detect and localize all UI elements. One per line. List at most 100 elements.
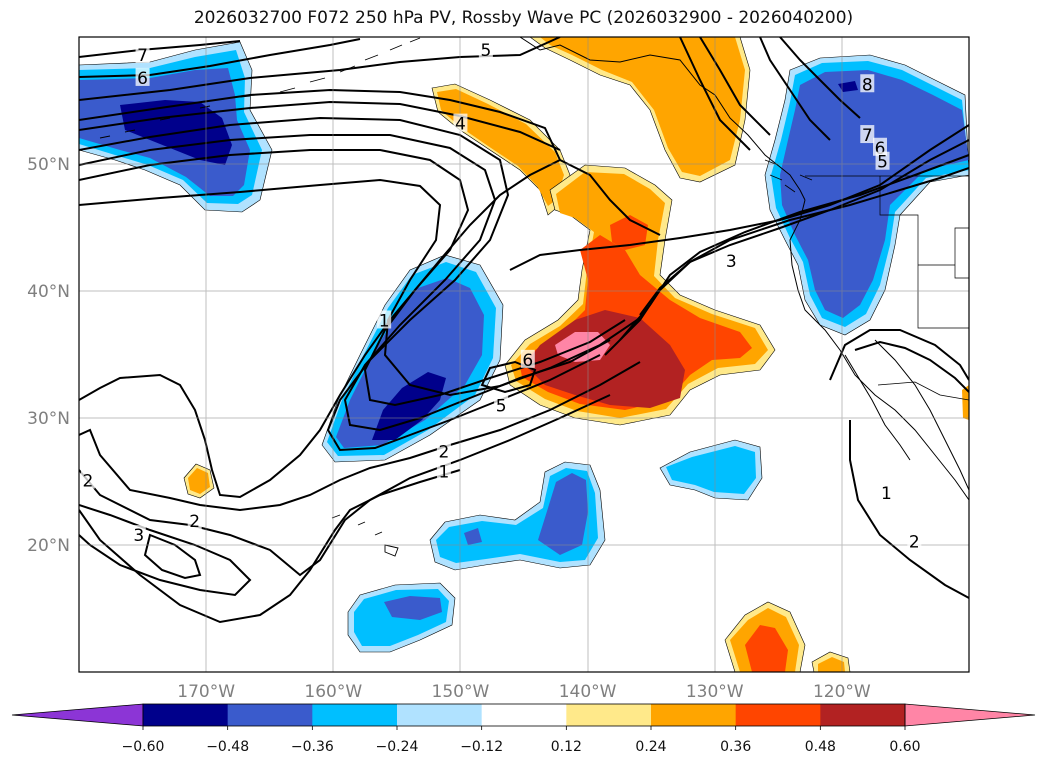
pv-contour-ne-1: [679, 37, 751, 151]
colorbar-tick-label: −0.60: [122, 739, 165, 755]
colorbar-frame: [142, 703, 906, 727]
baja-california: [844, 354, 911, 461]
pv-contour-3: [509, 124, 969, 271]
contour-label-halo: [436, 441, 451, 460]
colorbar-segment: [566, 704, 652, 726]
contour-label-halo: [131, 525, 146, 544]
contour-label: 1: [379, 311, 390, 331]
pv-contour-3-loop: [143, 533, 202, 580]
colorbar-segment: [312, 704, 398, 726]
colorbar-tick-label: −0.48: [206, 739, 249, 755]
contour-label: 7: [862, 126, 873, 146]
pv-contour-2-south: [79, 394, 611, 577]
contour-label-halo: [377, 310, 392, 329]
canada-islands: [764, 159, 813, 193]
colorbar-segment: [143, 704, 229, 726]
contour-label: 6: [875, 139, 886, 159]
contour-label-halo: [873, 137, 887, 156]
contour-label-halo: [80, 470, 95, 489]
hawaii-islands: [331, 514, 399, 557]
contour-label: 2: [438, 442, 449, 462]
lat-label: 50°N: [27, 155, 70, 175]
contour-label: 1: [438, 463, 449, 483]
pv-contour-west-trough-1: [79, 116, 601, 452]
contour-label: 5: [480, 41, 491, 61]
contour-label: 7: [137, 46, 148, 66]
pv-contour-ridge-3: [639, 139, 969, 316]
pv-contour-1-long: [79, 158, 661, 499]
lon-label: 160°W: [304, 682, 362, 702]
pv-contour-7-east: [759, 37, 831, 141]
lon-label: 130°W: [686, 682, 744, 702]
contour-label-halo: [860, 125, 875, 144]
contour-label: 2: [189, 512, 200, 532]
pv-contour-west-trough-4: [79, 178, 641, 397]
contour-label-halo: [907, 531, 922, 550]
us-state-lines: [879, 176, 969, 329]
alaska-coast: [519, 37, 806, 201]
map-title: 2026032700 F072 250 hPa PV, Rossby Wave …: [193, 8, 854, 28]
colorbar-tick-label: −0.36: [291, 739, 334, 755]
pv-contour-east-1-south: [849, 420, 969, 599]
contour-label-halo: [187, 511, 202, 530]
pv-contour-7: [79, 40, 241, 58]
lon-label: 120°W: [813, 682, 871, 702]
pv-contour-5-lower: [79, 88, 561, 161]
negative-anomaly-shading: [79, 41, 969, 653]
contour-label: 6: [137, 69, 148, 89]
plot-frame: [78, 36, 970, 673]
contour-label-halo: [875, 151, 890, 170]
colorbar-segment: [227, 704, 313, 726]
contour-label: 5: [496, 397, 507, 417]
lon-label: 170°W: [177, 682, 235, 702]
colorbar-extend-min: [11, 703, 144, 727]
north-america-coast: [789, 199, 969, 501]
lat-label: 40°N: [27, 282, 70, 302]
colorbar: −0.60 −0.48 −0.36 −0.24 −0.12 0.12 0.24 0.36 0.4…: [11, 703, 1036, 755]
contour-label: 5: [877, 153, 888, 173]
colorbar-extend-max: [904, 703, 1036, 727]
pv-contour-ne-2: [699, 37, 771, 136]
colorbar-tick-label: 0.12: [551, 739, 582, 755]
contour-label: 2: [82, 472, 93, 492]
contour-label-halo: [135, 67, 150, 86]
mainland-mexico: [874, 339, 969, 491]
colorbar-tick-label: 0.36: [720, 739, 751, 755]
contour-label-halo: [724, 250, 739, 269]
contour-label-halo: [520, 349, 535, 368]
pv-contour-west-trough-2: [79, 134, 611, 432]
contour-label-halo: [436, 461, 451, 480]
contour-label-halo: [478, 39, 493, 58]
colorbar-segment: [481, 704, 567, 726]
colorbar-segment: [820, 704, 906, 726]
contour-label: 3: [726, 252, 737, 272]
contour-label-halo: [453, 113, 468, 132]
contour-label-halo: [879, 483, 894, 502]
colorbar-segment: [735, 704, 821, 726]
contour-label: 3: [133, 526, 144, 546]
contour-label-halo: [860, 74, 875, 93]
colorbar-tick-label: −0.24: [376, 739, 419, 755]
pv-contour-east-2: [854, 340, 969, 393]
pv-contour-1-south: [79, 361, 641, 512]
lat-label: 30°N: [27, 409, 70, 429]
pv-contour-4: [79, 100, 561, 151]
pv-contour-subtropical-1: [79, 469, 461, 624]
pv-contour-8: [779, 37, 861, 119]
lon-label: 150°W: [432, 682, 490, 702]
contour-label-halo: [494, 395, 509, 414]
colorbar-segment: [397, 704, 483, 726]
pv-contour-5-upper: [79, 37, 561, 101]
lon-label: 140°W: [559, 682, 617, 702]
longitude-labels: 170°W 160°W 150°W 140°W 130°W 120°W: [177, 682, 871, 702]
contour-label: 2: [909, 532, 920, 552]
latitude-labels: 50°N 40°N 30°N 20°N: [27, 155, 70, 556]
contour-label: 8: [862, 75, 873, 95]
graticule: [79, 37, 969, 672]
pv-contour-east-1: [829, 329, 969, 381]
colorbar-tick-label: 0.48: [805, 739, 836, 755]
pv-contour-ridge-2: [619, 154, 969, 341]
pv-contour-6-loop: [480, 360, 537, 394]
